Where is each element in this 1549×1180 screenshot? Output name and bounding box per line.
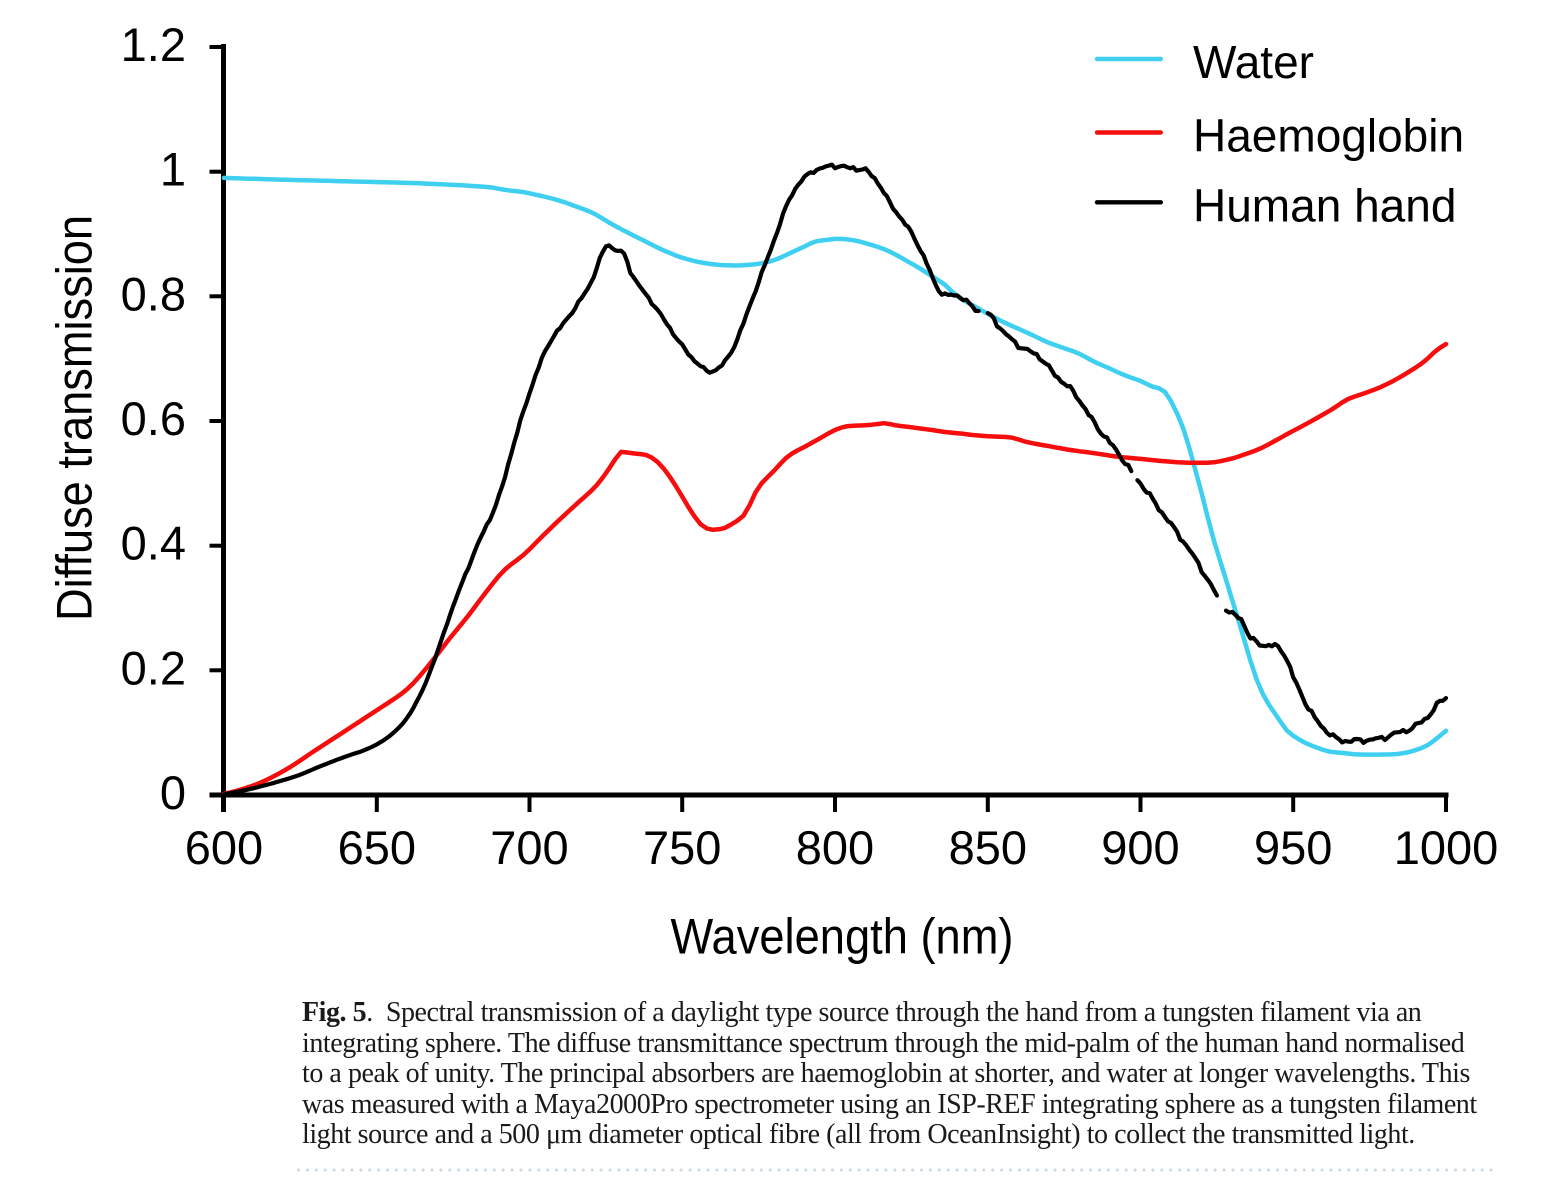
svg-text:750: 750 [643,821,721,874]
svg-text:800: 800 [796,821,874,874]
svg-text:0.8: 0.8 [121,267,186,320]
svg-text:700: 700 [490,821,568,874]
svg-text:1000: 1000 [1394,821,1499,874]
svg-text:0: 0 [160,766,186,819]
svg-text:0.2: 0.2 [121,641,186,694]
svg-text:Human hand: Human hand [1193,179,1456,231]
svg-text:0.4: 0.4 [121,517,186,570]
svg-text:Haemoglobin: Haemoglobin [1193,110,1464,162]
svg-text:600: 600 [185,821,263,874]
svg-text:Water: Water [1193,36,1314,88]
svg-text:950: 950 [1254,821,1332,874]
svg-text:650: 650 [338,821,416,874]
svg-text:0.6: 0.6 [121,392,186,445]
svg-text:900: 900 [1101,821,1179,874]
svg-text:Diffuse transmission: Diffuse transmission [47,215,103,621]
svg-text:Wavelength (nm): Wavelength (nm) [671,909,1014,965]
svg-text:1: 1 [160,143,186,196]
svg-text:850: 850 [949,821,1027,874]
svg-text:1.2: 1.2 [121,18,186,71]
